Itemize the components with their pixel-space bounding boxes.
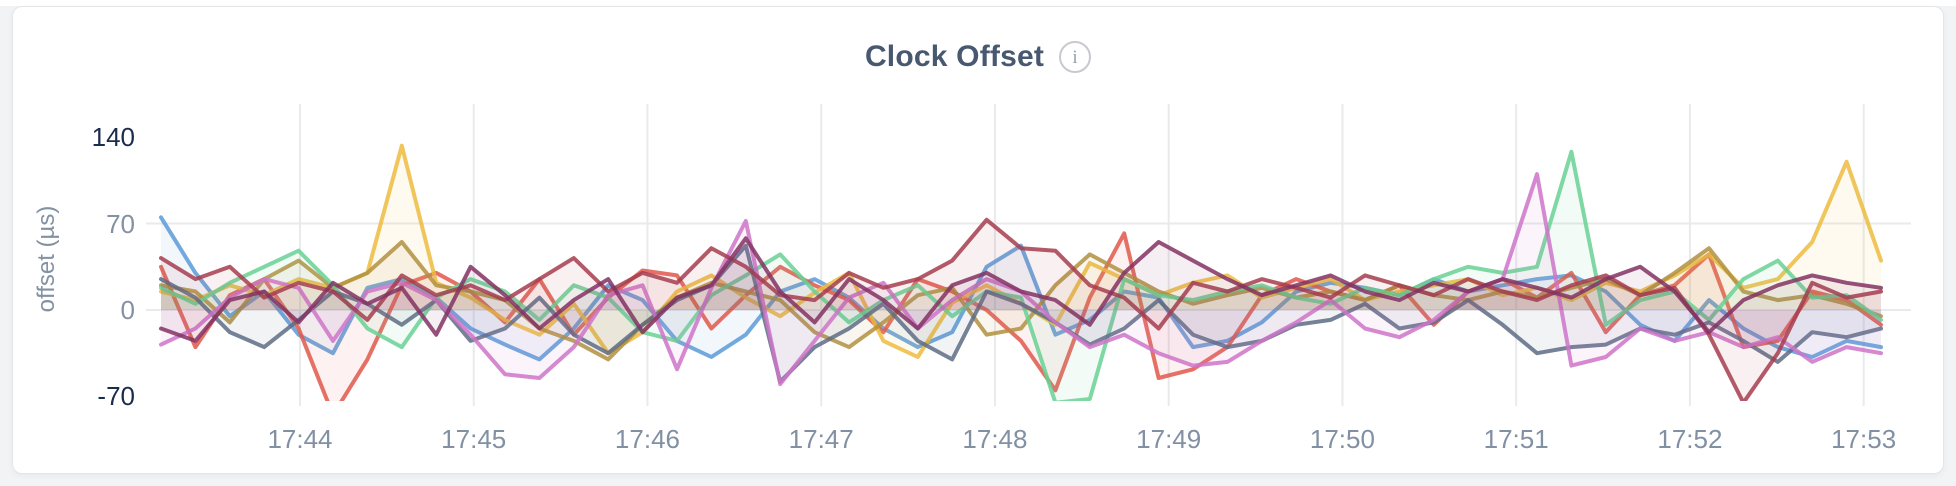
x-tick-label: 17:50: [1309, 424, 1375, 454]
chart-card: Clock Offset i offset (µs) 17:44 17:45 17:…: [12, 6, 1944, 474]
series-line-red: [159, 231, 1883, 401]
chart-header: Clock Offset i: [13, 35, 1943, 79]
y-tick-label: -70: [97, 381, 135, 412]
x-tick-label: 17:49: [1136, 424, 1202, 454]
y-tick-label: 0: [120, 295, 135, 325]
series-area-blue: [161, 217, 1881, 360]
y-tick-label: 140: [91, 122, 135, 152]
series-area-green: [161, 151, 1881, 401]
series-area-slate: [161, 245, 1881, 382]
info-icon[interactable]: i: [1059, 41, 1092, 73]
x-tick-label: 17:48: [962, 424, 1028, 454]
x-tick-label: 17:52: [1657, 424, 1723, 454]
x-tick-label: 17:46: [614, 424, 681, 454]
series-area-maroon: [161, 219, 1881, 401]
x-tick-label: 17:53: [1831, 424, 1897, 454]
x-tick-label: 17:51: [1483, 424, 1549, 454]
y-tick-label: 70: [106, 208, 135, 239]
series-line-maroon: [159, 217, 1883, 401]
series-area-khaki: [161, 242, 1881, 360]
series-line-plum: [159, 236, 1883, 343]
series-line-khaki: [159, 240, 1883, 362]
x-tick-label: 17:47: [788, 424, 854, 454]
series-area-red: [161, 233, 1881, 401]
series-area-orchid: [161, 174, 1881, 385]
clock-offset-chart[interactable]: [146, 96, 1911, 413]
chart-title: Clock Offset: [864, 40, 1045, 73]
series-group: [159, 143, 1883, 401]
page-top-strip: [0, 0, 1956, 6]
x-tick-label: 17:45: [441, 424, 507, 454]
x-tick-label: 17:44: [267, 424, 333, 454]
